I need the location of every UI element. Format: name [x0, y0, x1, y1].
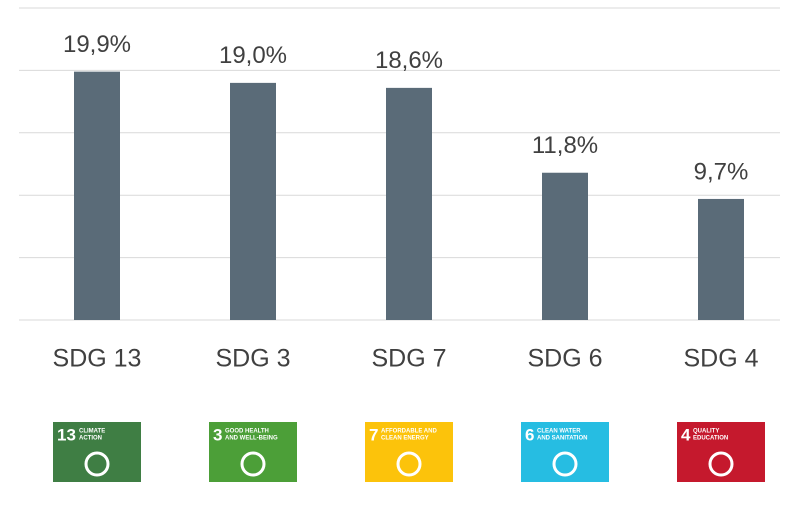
x-tick-label: SDG 4 [683, 345, 758, 373]
icon-caption: ACTION [79, 436, 102, 442]
data-label: 11,8% [532, 132, 598, 159]
icon-caption: AFFORDABLE AND [381, 429, 437, 435]
icon-caption: CLEAN ENERGY [381, 436, 429, 442]
icon-symbol [552, 451, 578, 477]
bar [74, 71, 120, 320]
icon-caption: AND WELL-BEING [225, 436, 278, 442]
icon-number: 6 [525, 425, 534, 444]
data-label: 19,0% [219, 42, 287, 69]
bar [542, 172, 588, 320]
icon-number: 4 [681, 425, 691, 444]
x-tick-label: SDG 7 [371, 345, 446, 373]
icon-number: 13 [57, 425, 76, 444]
icon-caption: EDUCATION [693, 436, 728, 442]
icon-caption: QUALITY [693, 429, 719, 435]
bar [698, 198, 744, 320]
icon-symbol [708, 451, 734, 477]
bar [386, 87, 432, 320]
x-tick-label: SDG 3 [215, 345, 290, 373]
data-label: 9,7% [694, 158, 749, 185]
icon-caption: CLEAN WATER [537, 429, 581, 435]
icon-caption: CLIMATE [79, 429, 105, 435]
bar [230, 82, 276, 320]
data-label: 19,9% [63, 31, 131, 58]
icon-number: 3 [213, 425, 222, 444]
x-tick-label: SDG 6 [527, 345, 602, 373]
x-tick-label: SDG 13 [53, 345, 142, 373]
icon-symbol [240, 451, 266, 477]
icon-caption: GOOD HEALTH [225, 429, 269, 435]
icon-number: 7 [369, 425, 378, 444]
icon-symbol [396, 451, 422, 477]
icon-caption: AND SANITATION [537, 436, 587, 442]
icon-symbol [84, 451, 110, 477]
data-label: 18,6% [375, 47, 443, 74]
